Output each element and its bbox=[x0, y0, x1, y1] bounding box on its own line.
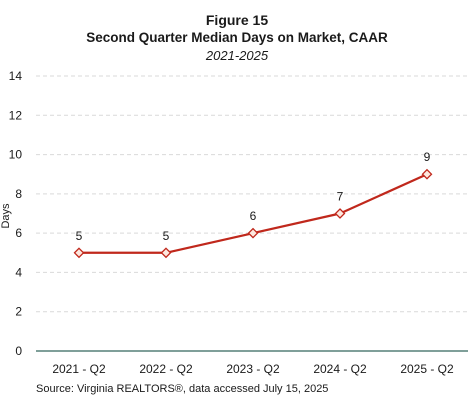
y-tick-label: 4 bbox=[15, 265, 22, 279]
data-point-marker bbox=[73, 247, 85, 259]
data-label: 5 bbox=[76, 229, 83, 243]
chart-title: Second Quarter Median Days on Market, CA… bbox=[86, 30, 388, 45]
y-tick-label: 2 bbox=[15, 305, 22, 319]
chart-subtitle: 2021-2025 bbox=[205, 48, 269, 63]
y-tick-label: 0 bbox=[15, 344, 22, 358]
x-tick-label: 2022 - Q2 bbox=[139, 362, 193, 376]
data-label: 7 bbox=[337, 190, 344, 204]
y-axis-label: Days bbox=[0, 203, 12, 229]
data-point-marker bbox=[334, 208, 346, 219]
y-tick-label: 14 bbox=[9, 69, 23, 83]
y-tick-label: 10 bbox=[9, 148, 23, 162]
x-tick-label: 2024 - Q2 bbox=[313, 362, 367, 376]
x-axis-ticks: 2021 - Q2 2022 - Q2 2023 - Q2 2024 - Q2 2025… bbox=[52, 362, 454, 376]
x-tick-label: 2021 - Q2 bbox=[52, 362, 106, 376]
x-tick-label: 2025 - Q2 bbox=[400, 362, 454, 376]
x-tick-label: 2023 - Q2 bbox=[226, 362, 280, 376]
y-tick-label: 6 bbox=[15, 226, 22, 240]
data-label: 9 bbox=[424, 150, 431, 164]
y-tick-label: 8 bbox=[15, 187, 22, 201]
data-labels: 5 5 6 7 9 bbox=[76, 150, 431, 243]
data-label: 5 bbox=[163, 229, 170, 243]
data-markers bbox=[73, 168, 433, 259]
figure-label: Figure 15 bbox=[205, 12, 269, 28]
source-note: Source: Virginia REALTORS®, data accesse… bbox=[36, 383, 329, 395]
title-block: Figure 15 Second Quarter Median Days on … bbox=[0, 11, 474, 65]
data-point-marker bbox=[160, 247, 172, 259]
data-label: 6 bbox=[250, 209, 257, 223]
y-tick-label: 12 bbox=[9, 108, 23, 122]
data-point-marker bbox=[421, 168, 433, 180]
y-axis-ticks: 0 2 4 6 8 10 12 14 bbox=[9, 69, 23, 358]
gridlines bbox=[36, 75, 468, 313]
data-point-marker bbox=[247, 227, 259, 239]
